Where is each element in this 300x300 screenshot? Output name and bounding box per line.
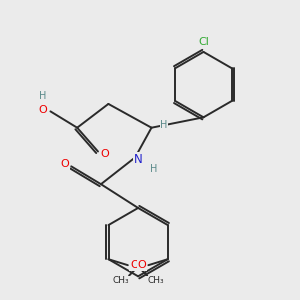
Text: N: N (134, 153, 143, 166)
Text: O: O (60, 159, 69, 169)
Text: O: O (137, 260, 146, 270)
Text: Cl: Cl (198, 37, 209, 46)
Text: H: H (39, 91, 47, 101)
Text: CH₃: CH₃ (147, 276, 164, 285)
Text: O: O (130, 260, 139, 270)
Text: H: H (160, 120, 168, 130)
Text: O: O (100, 149, 109, 159)
Text: CH₃: CH₃ (112, 276, 129, 285)
Text: H: H (150, 164, 157, 174)
Text: O: O (39, 105, 47, 115)
